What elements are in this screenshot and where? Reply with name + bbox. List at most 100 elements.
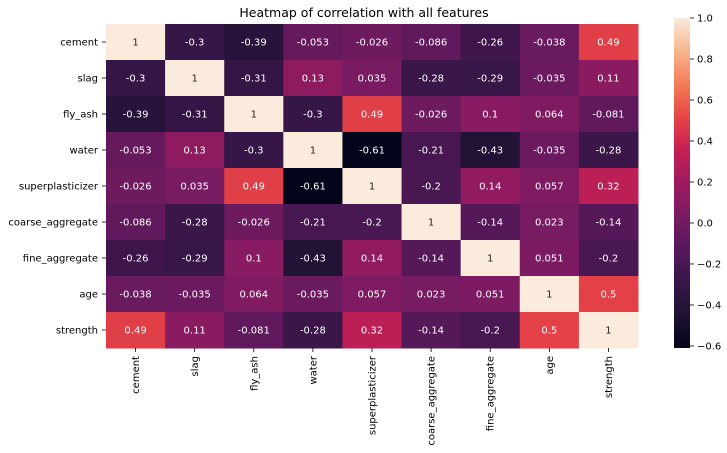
- row-label-slag: slag: [78, 74, 98, 85]
- cell-value-label: -0.2: [421, 182, 441, 193]
- column-label-fine_aggregate: fine_aggregate: [486, 356, 497, 431]
- heatmap-cell-fly_ash-age: [519, 96, 580, 133]
- cell-value-label: -0.21: [418, 146, 444, 157]
- cell-value-label: -0.3: [185, 38, 205, 49]
- heatmap-cell-fine_aggregate-fly_ash: [224, 240, 284, 277]
- colorbar-tick-label: 1.0: [697, 14, 713, 25]
- heatmap-cell-fine_aggregate-fine_aggregate: [460, 240, 521, 277]
- cell-value-label: 0.064: [239, 290, 268, 301]
- cell-value-label: 0.49: [124, 326, 146, 337]
- cell-value-label: 1: [191, 74, 197, 85]
- cell-value-label: 0.057: [358, 290, 387, 301]
- cell-value-label: -0.2: [599, 254, 619, 265]
- cell-value-label: -0.035: [297, 290, 329, 301]
- cell-value-label: -0.038: [119, 290, 151, 301]
- cell-value-label: 0.32: [597, 182, 619, 193]
- cell-value-label: 0.035: [180, 182, 209, 193]
- cell-value-label: 0.49: [243, 182, 265, 193]
- heatmap-cell-slag-coarse_aggregate: [401, 60, 462, 97]
- heatmap-cell-cement-water: [283, 24, 343, 61]
- heatmap-cells: 1 -0.3 -0.39 -0.053 -0.026 -0.086 -0.26 -0.038 0…: [106, 24, 639, 349]
- heatmap-cell-superplasticizer-fine_aggregate: [460, 168, 521, 205]
- heatmap-cell-slag-water: [283, 60, 343, 97]
- cell-value-label: 0.13: [302, 74, 324, 85]
- cell-value-label: -0.26: [123, 254, 149, 265]
- column-label-water: water: [308, 355, 319, 384]
- cell-value-label: -0.026: [119, 182, 151, 193]
- row-label-coarse_aggregate: coarse_aggregate: [8, 218, 98, 229]
- heatmap-cell-age-strength: [578, 276, 639, 313]
- row-label-age: age: [79, 290, 98, 301]
- cell-value-label: -0.081: [238, 326, 270, 337]
- cell-value-label: -0.14: [418, 254, 444, 265]
- heatmap-cell-fly_ash-fine_aggregate: [460, 96, 521, 133]
- cell-value-label: 1: [546, 290, 552, 301]
- heatmap-cell-slag-fly_ash: [224, 60, 284, 97]
- chart-title: Heatmap of correlation with all features: [239, 5, 488, 20]
- cell-value-label: 0.051: [535, 254, 564, 265]
- colorbar-tick-label: −0.4: [697, 300, 721, 311]
- cell-value-label: -0.14: [418, 326, 444, 337]
- colorbar-tick-label: 0.0: [697, 218, 713, 229]
- heatmap-cell-water-water: [283, 132, 343, 169]
- row-label-strength: strength: [56, 326, 98, 337]
- column-label-coarse_aggregate: coarse_aggregate: [427, 356, 438, 446]
- heatmap-cell-cement-coarse_aggregate: [401, 24, 462, 61]
- heatmap-cell-age-slag: [165, 276, 225, 313]
- cell-value-label: -0.053: [297, 38, 329, 49]
- heatmap-cell-water-slag: [165, 132, 225, 169]
- row-label-superplasticizer: superplasticizer: [19, 182, 99, 193]
- heatmap-cell-age-fine_aggregate: [460, 276, 521, 313]
- heatmap-cell-fly_ash-water: [283, 96, 343, 133]
- cell-value-label: -0.035: [179, 290, 211, 301]
- heatmap-cell-age-water: [283, 276, 343, 313]
- cell-value-label: -0.3: [303, 110, 323, 121]
- heatmap-cell-coarse_aggregate-slag: [165, 204, 225, 241]
- cell-value-label: 0.5: [541, 326, 557, 337]
- heatmap-cell-strength-fly_ash: [224, 312, 284, 349]
- heatmap-cell-cement-strength: [578, 24, 639, 61]
- cell-value-label: -0.28: [418, 74, 444, 85]
- heatmap-cell-superplasticizer-coarse_aggregate: [401, 168, 462, 205]
- column-label-age: age: [545, 356, 556, 375]
- heatmap-cell-coarse_aggregate-age: [519, 204, 580, 241]
- cell-value-label: -0.31: [241, 74, 267, 85]
- heatmap-cell-coarse_aggregate-superplasticizer: [342, 204, 403, 241]
- heatmap-cell-superplasticizer-superplasticizer: [342, 168, 403, 205]
- row-label-water: water: [70, 146, 99, 157]
- cell-value-label: 1: [132, 38, 138, 49]
- colorbar-tick-label: −0.2: [697, 259, 721, 270]
- heatmap-cell-water-age: [519, 132, 580, 169]
- heatmap-cell-fine_aggregate-superplasticizer: [342, 240, 403, 277]
- heatmap-cell-superplasticizer-fly_ash: [224, 168, 284, 205]
- cell-value-label: -0.026: [415, 110, 447, 121]
- cell-value-label: 0.49: [597, 38, 619, 49]
- heatmap-cell-fly_ash-superplasticizer: [342, 96, 403, 133]
- colorbar-tick-label: −0.6: [697, 341, 721, 352]
- cell-value-label: -0.086: [415, 38, 447, 49]
- cell-value-label: 0.023: [535, 218, 564, 229]
- heatmap-cell-cement-cement: [106, 24, 166, 61]
- cell-value-label: 0.057: [535, 182, 564, 193]
- colorbar-ticks: 1.0 0.8 0.6 0.4 0.2 0.0 −0.2 −0.4 −0.6: [690, 14, 721, 352]
- cell-value-label: 0.1: [246, 254, 262, 265]
- heatmap-cell-strength-fine_aggregate: [460, 312, 521, 349]
- row-label-cement: cement: [60, 38, 98, 49]
- heatmap-cell-fine_aggregate-water: [283, 240, 343, 277]
- heatmap-cell-fly_ash-strength: [578, 96, 639, 133]
- cell-value-label: 0.11: [184, 326, 206, 337]
- heatmap-cell-age-cement: [106, 276, 166, 313]
- heatmap-cell-slag-fine_aggregate: [460, 60, 521, 97]
- cell-value-label: -0.2: [362, 218, 382, 229]
- heatmap-cell-strength-coarse_aggregate: [401, 312, 462, 349]
- colorbar-tick-label: 0.8: [697, 54, 713, 65]
- heatmap-cell-fly_ash-coarse_aggregate: [401, 96, 462, 133]
- cell-value-label: -0.29: [477, 74, 503, 85]
- heatmap-cell-fly_ash-fly_ash: [224, 96, 284, 133]
- cell-value-label: -0.086: [119, 218, 151, 229]
- cell-value-label: -0.26: [477, 38, 503, 49]
- heatmap-cell-water-strength: [578, 132, 639, 169]
- cell-value-label: -0.035: [533, 74, 565, 85]
- heatmap-cell-cement-age: [519, 24, 580, 61]
